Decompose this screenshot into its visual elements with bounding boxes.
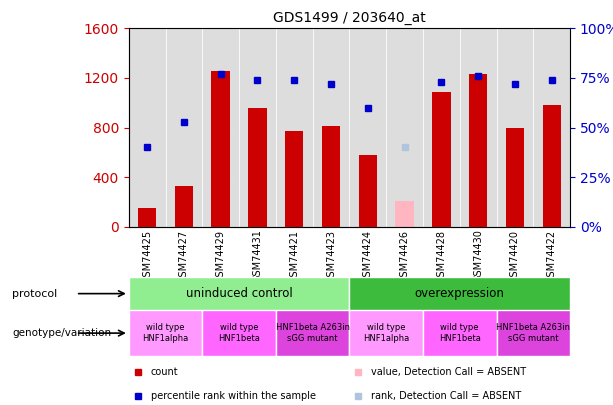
FancyBboxPatch shape [423,28,460,227]
FancyBboxPatch shape [166,28,202,227]
Text: wild type
HNF1alpha: wild type HNF1alpha [142,324,189,343]
Bar [211,70,230,227]
Text: overexpression: overexpression [415,287,504,300]
Text: uninduced control: uninduced control [186,287,292,300]
FancyBboxPatch shape [129,28,166,227]
Bar [129,310,202,356]
Text: HNF1beta A263in
sGG mutant: HNF1beta A263in sGG mutant [276,324,349,343]
FancyBboxPatch shape [460,28,497,227]
Bar [349,310,423,356]
Bar [497,310,570,356]
Text: HNF1beta A263in
sGG mutant: HNF1beta A263in sGG mutant [497,324,570,343]
Bar [469,74,487,227]
Text: value, Detection Call = ABSENT: value, Detection Call = ABSENT [371,367,527,377]
FancyBboxPatch shape [533,28,570,227]
Text: rank, Detection Call = ABSENT: rank, Detection Call = ABSENT [371,391,522,401]
Bar [432,92,451,227]
Bar [349,277,570,310]
Bar [322,126,340,227]
Bar [202,310,276,356]
Bar [285,131,303,227]
Text: wild type
HNF1beta: wild type HNF1beta [439,324,481,343]
Bar [423,310,497,356]
Bar [248,108,267,227]
Text: genotype/variation: genotype/variation [12,328,112,338]
Text: wild type
HNF1beta: wild type HNF1beta [218,324,260,343]
Title: GDS1499 / 203640_at: GDS1499 / 203640_at [273,11,426,25]
FancyBboxPatch shape [202,28,239,227]
FancyBboxPatch shape [497,28,533,227]
Bar [543,105,561,227]
Bar [359,155,377,227]
Text: wild type
HNF1alpha: wild type HNF1alpha [363,324,409,343]
Bar [506,128,524,227]
FancyBboxPatch shape [313,28,349,227]
Text: protocol: protocol [12,289,58,298]
Text: percentile rank within the sample: percentile rank within the sample [151,391,316,401]
Bar [175,186,193,227]
Bar [395,201,414,227]
Bar [138,208,156,227]
FancyBboxPatch shape [239,28,276,227]
FancyBboxPatch shape [349,28,386,227]
Text: count: count [151,367,178,377]
FancyBboxPatch shape [276,28,313,227]
Bar [129,277,349,310]
FancyBboxPatch shape [386,28,423,227]
Bar [276,310,349,356]
